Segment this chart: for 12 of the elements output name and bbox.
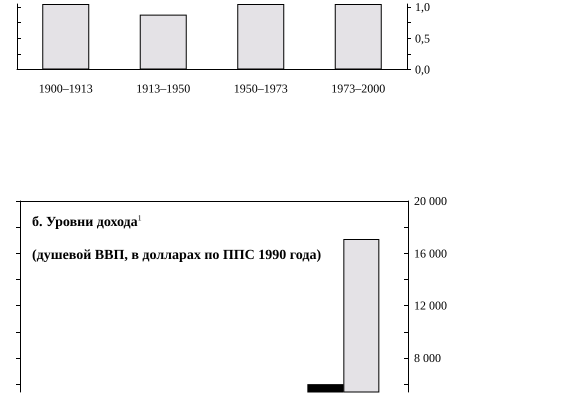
y-tick-label: 12 000 [414,298,447,313]
x-tick-label: 1950–1973 [234,82,288,96]
x-tick-label: 1973–2000 [331,82,386,96]
y-tick-label: 0,0 [415,62,430,76]
y-tick-label: 16 000 [414,246,447,260]
x-tick-label: 1913–1950 [136,82,190,96]
y-tick-label: 0,5 [415,31,430,46]
y-tick-label: 8 000 [414,350,441,365]
y-tick-label: 20 000 [414,194,447,208]
x-tick-label: 1900–1913 [38,82,93,96]
y-tick-label: 1,0 [415,0,430,14]
text: (душевой ВВП, в долларах по ППС 1990 года) [32,248,322,263]
